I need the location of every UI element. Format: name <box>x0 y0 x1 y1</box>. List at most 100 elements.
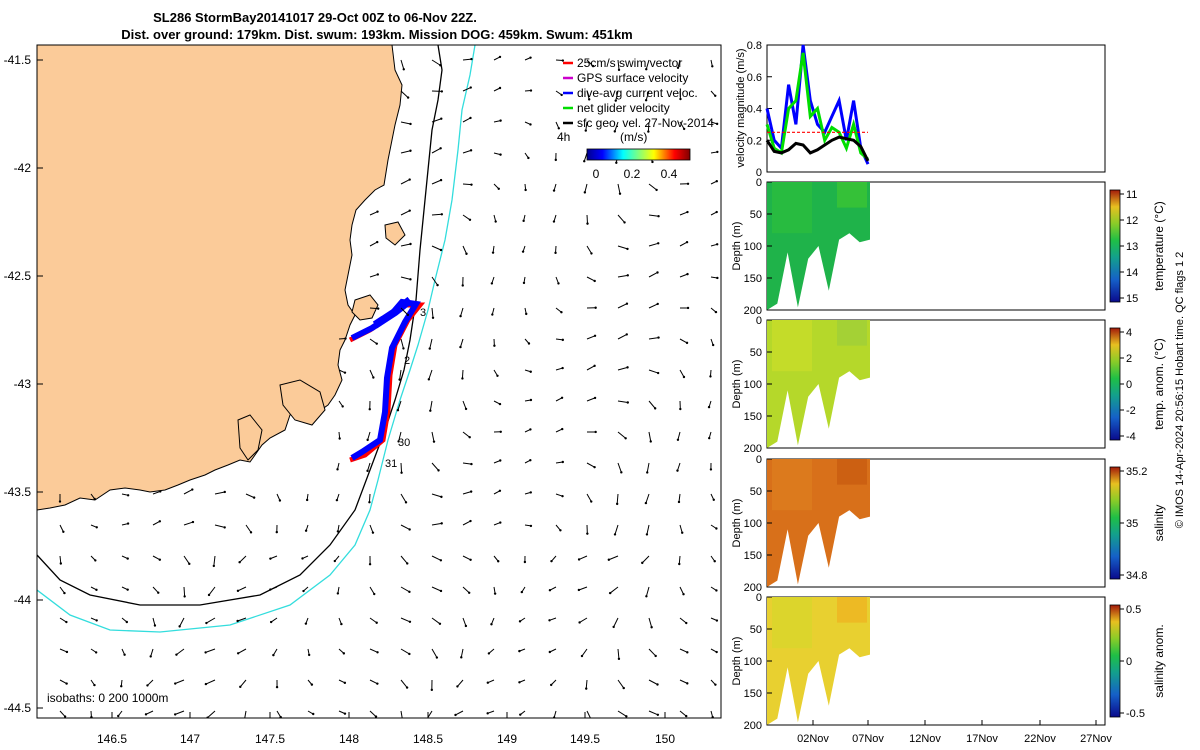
velocity-arrow <box>400 307 409 316</box>
velocity-arrow-head <box>522 219 525 223</box>
velocity-arrow <box>679 524 683 533</box>
velocity-arrow-head <box>205 621 208 625</box>
velocity-arrow-head <box>708 436 711 440</box>
velocity-arrow <box>206 617 216 624</box>
velocity-arrow-head <box>625 715 628 718</box>
velocity-arrow <box>617 366 628 371</box>
section-data-patch <box>837 320 867 346</box>
velocity-arrow <box>152 490 161 495</box>
velocity-arrow <box>641 555 650 564</box>
velocity-arrow-head <box>62 530 65 533</box>
velocity-arrow-head <box>594 306 597 309</box>
velocity-arrow <box>400 462 403 473</box>
velocity-arrow-head <box>525 312 528 316</box>
velocity-arrow-head <box>529 524 533 528</box>
velocity-arrow <box>205 648 216 653</box>
velocity-arrow <box>614 121 619 132</box>
velocity-arrow <box>400 493 407 503</box>
velocity-arrow <box>648 183 657 191</box>
velocity-arrow-head <box>647 130 650 133</box>
depth-ylabel: Depth (m) <box>731 222 743 271</box>
velocity-arrow-head <box>560 311 563 314</box>
velocity-arrow-head <box>191 520 195 524</box>
velocity-arrow-head <box>552 189 556 192</box>
velocity-arrow <box>462 491 472 495</box>
velocity-arrow-head <box>715 210 718 214</box>
velocity-arrow-head <box>438 622 442 626</box>
velocity-arrow <box>586 462 595 468</box>
velocity-arrow-head <box>494 220 497 223</box>
velocity-arrow <box>245 524 252 533</box>
velocity-arrow-head <box>405 686 409 689</box>
island-maria <box>351 294 379 321</box>
velocity-arrow <box>398 431 402 442</box>
velocity-arrow <box>400 648 410 655</box>
velocity-arrow <box>369 679 378 685</box>
velocity-arrow-head <box>239 685 242 689</box>
velocity-arrow-head <box>559 529 562 532</box>
map-lat-ticks: -41.5 -42 -42.5 -43 -43.5 -44 -44.5 <box>4 53 43 715</box>
velocity-arrow-head <box>402 347 405 350</box>
velocity-arrow-head <box>520 590 524 594</box>
velocity-arrow-head <box>460 656 463 659</box>
velocity-arrow <box>617 333 628 340</box>
velocity-arrow-head <box>272 653 275 657</box>
velocity-arrow-head <box>617 68 621 72</box>
velocity-arrow-head <box>178 625 181 628</box>
velocity-arrow <box>679 338 688 344</box>
velocity-arrow <box>429 338 433 349</box>
velocity-arrow-head <box>624 437 627 440</box>
velocity-arrow-head <box>527 342 531 345</box>
velocity-arrow-head <box>146 684 149 687</box>
velocity-arrow-head <box>641 561 644 565</box>
velocity-arrow-head <box>335 498 339 502</box>
vel-ytick-label: 0.2 <box>747 135 762 147</box>
colorbar-tick-0.4: 0.4 <box>661 167 678 181</box>
velocity-arrow <box>617 303 628 309</box>
velocity-arrow-head <box>65 620 68 624</box>
velocity-arrow <box>645 59 650 70</box>
legend-label: 25cm/s swim vector <box>577 56 682 70</box>
velocity-arrow <box>400 210 410 216</box>
velocity-arrow-head <box>404 501 408 504</box>
velocity-arrow-head <box>548 619 551 622</box>
velocity-arrow-head <box>376 273 379 276</box>
velocity-arrow-head <box>529 398 533 402</box>
velocity-arrow-head <box>439 147 442 150</box>
depth-tick-label: 200 <box>744 443 762 455</box>
velocity-arrow-head <box>656 371 660 375</box>
velocity-panel: velocity magnitude (m/s) 0 0.2 0.4 0.6 0.8 <box>735 40 1106 179</box>
lat-tick-label: -43 <box>14 377 32 391</box>
velocity-arrow-head <box>499 153 502 156</box>
velocity-arrow <box>369 211 378 216</box>
velocity-arrow-head <box>204 682 208 686</box>
velocity-arrow-head <box>519 713 522 716</box>
velocity-arrow <box>237 586 247 592</box>
velocity-arrow <box>583 152 588 162</box>
velocity-arrow <box>183 489 193 495</box>
velocity-arrow-head <box>679 97 682 101</box>
velocity-arrow <box>369 710 377 717</box>
velocity-arrow-head <box>645 595 648 598</box>
velocity-arrow <box>369 617 377 624</box>
velocity-arrow-head <box>585 687 588 690</box>
velocity-arrow <box>617 59 620 70</box>
cb-tick-label: 14 <box>1126 267 1138 279</box>
velocity-arrow <box>648 710 659 716</box>
lon-tick-label: 150 <box>655 732 675 746</box>
velocity-arrow <box>431 648 438 658</box>
velocity-arrow-head <box>439 559 443 562</box>
velocity-arrow-head <box>644 501 648 505</box>
velocity-arrow <box>152 555 161 561</box>
velocity-arrow-head <box>252 496 256 499</box>
velocity-arrow-head <box>279 715 282 718</box>
velocity-arrow-head <box>685 240 689 244</box>
velocity-arrow <box>214 491 225 495</box>
depth-ylabel: Depth (m) <box>731 360 743 409</box>
velocity-arrow <box>645 586 650 597</box>
velocity-arrow-head <box>499 430 502 434</box>
velocity-arrow <box>648 337 659 340</box>
velocity-arrow-head <box>656 271 659 274</box>
velocity-arrow-head <box>711 343 715 347</box>
